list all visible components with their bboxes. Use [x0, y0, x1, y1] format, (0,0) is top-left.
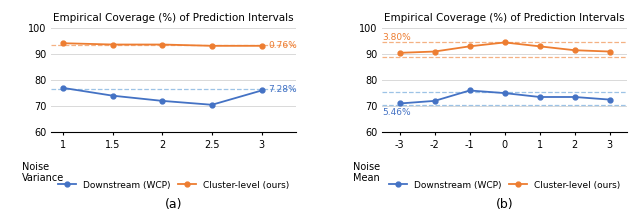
Line: Cluster-level (ours): Cluster-level (ours) — [61, 41, 264, 48]
Downstream (WCP) — [501, 92, 509, 94]
Line: Cluster-level (ours): Cluster-level (ours) — [397, 40, 612, 55]
Cluster-level (ours) — [109, 43, 116, 46]
Downstream (WCP) — [60, 87, 67, 89]
Cluster-level (ours) — [159, 43, 166, 46]
Text: (a): (a) — [165, 198, 182, 211]
Cluster-level (ours) — [536, 45, 543, 48]
Title: Empirical Coverage (%) of Prediction Intervals: Empirical Coverage (%) of Prediction Int… — [54, 13, 294, 23]
Cluster-level (ours) — [501, 41, 509, 44]
Cluster-level (ours) — [606, 50, 614, 53]
Line: Downstream (WCP): Downstream (WCP) — [61, 85, 264, 107]
Downstream (WCP) — [208, 104, 216, 106]
Text: Noise
Variance: Noise Variance — [22, 162, 64, 183]
Legend: Downstream (WCP), Cluster-level (ours): Downstream (WCP), Cluster-level (ours) — [54, 177, 293, 193]
Text: (b): (b) — [496, 198, 513, 211]
Downstream (WCP) — [258, 89, 266, 92]
Downstream (WCP) — [466, 89, 474, 92]
Text: 0.76%: 0.76% — [269, 41, 297, 50]
Downstream (WCP) — [571, 96, 579, 98]
Text: 3.80%: 3.80% — [382, 33, 411, 42]
Cluster-level (ours) — [208, 45, 216, 47]
Title: Empirical Coverage (%) of Prediction Intervals: Empirical Coverage (%) of Prediction Int… — [385, 13, 625, 23]
Downstream (WCP) — [606, 98, 614, 101]
Cluster-level (ours) — [258, 45, 266, 47]
Downstream (WCP) — [159, 100, 166, 102]
Line: Downstream (WCP): Downstream (WCP) — [397, 88, 612, 106]
Cluster-level (ours) — [396, 52, 403, 54]
Downstream (WCP) — [431, 100, 438, 102]
Downstream (WCP) — [396, 102, 403, 105]
Cluster-level (ours) — [60, 42, 67, 45]
Text: Noise
Mean: Noise Mean — [353, 162, 380, 183]
Text: 5.46%: 5.46% — [382, 108, 411, 117]
Cluster-level (ours) — [431, 50, 438, 53]
Cluster-level (ours) — [466, 45, 474, 48]
Cluster-level (ours) — [571, 49, 579, 52]
Text: 7.28%: 7.28% — [269, 85, 297, 94]
Downstream (WCP) — [536, 96, 543, 98]
Downstream (WCP) — [109, 94, 116, 97]
Legend: Downstream (WCP), Cluster-level (ours): Downstream (WCP), Cluster-level (ours) — [385, 177, 624, 193]
